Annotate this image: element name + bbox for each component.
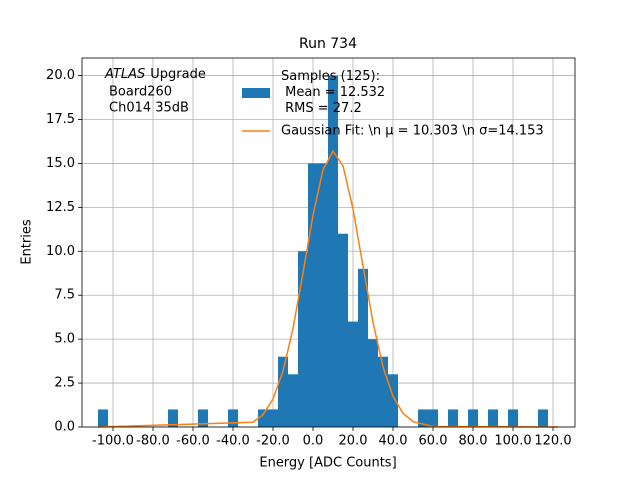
bar <box>328 75 338 428</box>
x-tick-label: 100.0 <box>494 434 531 449</box>
x-tick-label: 40.0 <box>379 434 408 449</box>
legend-patch <box>242 88 270 98</box>
annotation-line: Ch014 35dB <box>109 101 189 116</box>
y-tick-label: 2.5 <box>54 376 75 391</box>
bar <box>508 409 518 427</box>
y-tick-label: 20.0 <box>46 68 75 83</box>
bar <box>98 409 108 427</box>
x-tick-label: -80.0 <box>136 434 170 449</box>
x-axis-label: Energy [ADC Counts] <box>259 456 396 471</box>
y-axis-label: Entries <box>20 219 35 265</box>
annotation-text: Upgrade <box>150 67 206 82</box>
bar <box>418 409 428 427</box>
x-tick-label: -60.0 <box>176 434 210 449</box>
x-tick-label: -100.0 <box>92 434 134 449</box>
chart-title: Run 734 <box>299 36 357 52</box>
bar <box>338 233 348 427</box>
bar <box>348 321 358 427</box>
x-tick-label: -40.0 <box>216 434 250 449</box>
bar <box>308 163 318 427</box>
bar <box>378 356 388 427</box>
legend-label: Gaussian Fit: \n μ = 10.303 \n σ=14.153 <box>281 124 544 139</box>
annotation: ATLAS Upgrade <box>104 67 206 82</box>
legend-label: Samples (125): Mean = 12.532 RMS = 27.2 <box>281 69 385 116</box>
bar <box>268 409 278 427</box>
bar <box>168 409 178 427</box>
y-tick-label: 7.5 <box>54 288 75 303</box>
x-tick-label: 60.0 <box>419 434 448 449</box>
bar <box>318 163 328 427</box>
bar <box>538 409 548 427</box>
y-tick-label: 15.0 <box>46 156 75 171</box>
annotation-line: Board260 <box>109 85 172 100</box>
x-tick-label: 120.0 <box>534 434 571 449</box>
y-tick-label: 10.0 <box>46 244 75 259</box>
bar <box>288 374 298 427</box>
bar <box>468 409 478 427</box>
x-tick-label: -20.0 <box>256 434 290 449</box>
bar <box>198 409 208 427</box>
y-tick-label: 5.0 <box>54 332 75 347</box>
x-tick-label: 20.0 <box>339 434 368 449</box>
bar <box>278 356 288 427</box>
bar <box>368 339 378 427</box>
y-tick-label: 12.5 <box>46 200 75 215</box>
y-tick-label: 17.5 <box>46 112 75 127</box>
bar <box>298 251 308 427</box>
bar <box>358 268 368 427</box>
bar <box>428 409 438 427</box>
axes-frame <box>81 57 576 428</box>
annotation-italic: ATLAS <box>104 67 145 82</box>
bar <box>258 409 268 427</box>
bar <box>388 374 398 427</box>
bar <box>448 409 458 427</box>
fit-line <box>97 149 559 428</box>
bar <box>488 409 498 427</box>
bar <box>228 409 238 427</box>
x-tick-label: 0.0 <box>303 434 324 449</box>
x-tick-label: 80.0 <box>459 434 488 449</box>
y-tick-label: 0.0 <box>54 420 75 435</box>
